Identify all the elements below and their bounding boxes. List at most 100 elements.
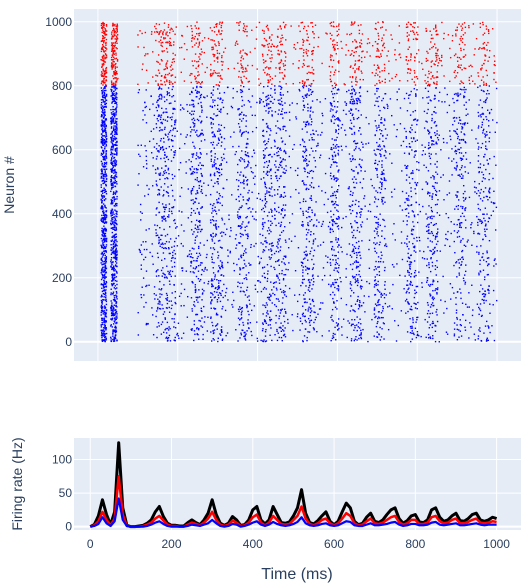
excitatory-spike — [411, 332, 413, 335]
excitatory-spike — [409, 127, 412, 129]
excitatory-spike — [227, 299, 229, 301]
excitatory-spike — [332, 204, 334, 206]
excitatory-spike — [102, 228, 105, 230]
excitatory-spike — [110, 179, 112, 181]
excitatory-spike — [110, 133, 112, 135]
excitatory-spike — [104, 277, 106, 280]
excitatory-spike — [114, 236, 117, 239]
excitatory-spike — [373, 269, 375, 271]
excitatory-spike — [174, 151, 176, 154]
excitatory-spike — [378, 160, 380, 163]
excitatory-spike — [211, 283, 213, 285]
excitatory-spike — [303, 160, 305, 162]
excitatory-spike — [384, 119, 386, 122]
excitatory-spike — [353, 118, 355, 121]
excitatory-spike — [464, 91, 466, 93]
excitatory-spike — [481, 113, 483, 115]
excitatory-spike — [335, 180, 338, 182]
excitatory-spike — [113, 267, 115, 270]
excitatory-spike — [375, 100, 377, 102]
excitatory-spike — [418, 203, 420, 206]
excitatory-spike — [437, 240, 439, 243]
excitatory-spike — [429, 240, 432, 242]
excitatory-spike — [387, 105, 389, 107]
excitatory-spike — [319, 308, 322, 310]
excitatory-spike — [247, 165, 249, 167]
excitatory-spike — [282, 277, 285, 280]
excitatory-spike — [457, 95, 459, 98]
excitatory-spike — [331, 186, 333, 188]
excitatory-spike — [332, 192, 334, 195]
excitatory-spike — [413, 296, 416, 299]
excitatory-spike — [432, 140, 435, 142]
excitatory-spike — [110, 112, 113, 114]
excitatory-spike — [305, 149, 308, 151]
excitatory-spike — [154, 168, 157, 171]
excitatory-spike — [145, 159, 148, 162]
excitatory-spike — [174, 222, 176, 225]
excitatory-spike — [162, 307, 164, 310]
excitatory-spike — [113, 320, 115, 322]
excitatory-spike — [249, 303, 251, 305]
excitatory-spike — [409, 146, 412, 148]
excitatory-spike — [284, 239, 287, 241]
excitatory-spike — [194, 305, 196, 307]
excitatory-spike — [374, 120, 376, 122]
excitatory-spike — [331, 254, 334, 256]
excitatory-spike — [267, 138, 270, 140]
excitatory-spike — [461, 250, 463, 253]
excitatory-spike — [143, 306, 145, 308]
excitatory-spike — [354, 148, 357, 150]
excitatory-spike — [148, 188, 150, 190]
excitatory-spike — [114, 181, 116, 184]
excitatory-spike — [356, 212, 358, 215]
excitatory-spike — [329, 293, 332, 296]
excitatory-spike — [352, 181, 355, 184]
excitatory-spike — [194, 239, 196, 241]
excitatory-spike — [289, 104, 291, 106]
excitatory-spike — [239, 113, 241, 115]
excitatory-spike — [111, 276, 113, 279]
excitatory-spike — [111, 280, 113, 282]
excitatory-spike — [337, 228, 340, 230]
excitatory-spike — [313, 281, 315, 283]
excitatory-spike — [429, 163, 432, 165]
excitatory-spike — [359, 158, 361, 160]
excitatory-spike — [193, 330, 196, 332]
excitatory-spike — [264, 276, 266, 279]
excitatory-spike — [159, 118, 162, 121]
excitatory-spike — [334, 306, 337, 308]
excitatory-spike — [427, 192, 430, 194]
excitatory-spike — [270, 175, 272, 177]
excitatory-spike — [100, 124, 103, 126]
excitatory-spike — [102, 335, 105, 337]
excitatory-spike — [100, 272, 102, 274]
excitatory-spike — [454, 208, 456, 210]
excitatory-spike — [277, 99, 279, 101]
excitatory-spike — [191, 99, 194, 102]
excitatory-spike — [112, 323, 115, 325]
excitatory-spike — [113, 86, 115, 88]
excitatory-spike — [101, 195, 103, 197]
excitatory-spike — [266, 296, 269, 299]
excitatory-spike — [105, 230, 107, 232]
excitatory-spike — [155, 172, 157, 174]
excitatory-spike — [359, 264, 361, 266]
excitatory-spike — [244, 338, 246, 340]
excitatory-spike — [235, 151, 237, 153]
excitatory-spike — [335, 339, 337, 341]
excitatory-spike — [144, 114, 146, 116]
excitatory-spike — [382, 261, 385, 263]
excitatory-spike — [309, 324, 311, 327]
excitatory-spike — [311, 247, 313, 249]
excitatory-spike — [321, 335, 323, 337]
excitatory-spike — [115, 262, 118, 264]
excitatory-spike — [376, 97, 378, 99]
excitatory-spike — [114, 149, 116, 152]
excitatory-spike — [329, 110, 332, 112]
excitatory-spike — [174, 199, 176, 201]
excitatory-spike — [413, 225, 415, 228]
excitatory-spike — [435, 112, 437, 114]
excitatory-spike — [479, 114, 482, 116]
excitatory-spike — [103, 191, 106, 194]
